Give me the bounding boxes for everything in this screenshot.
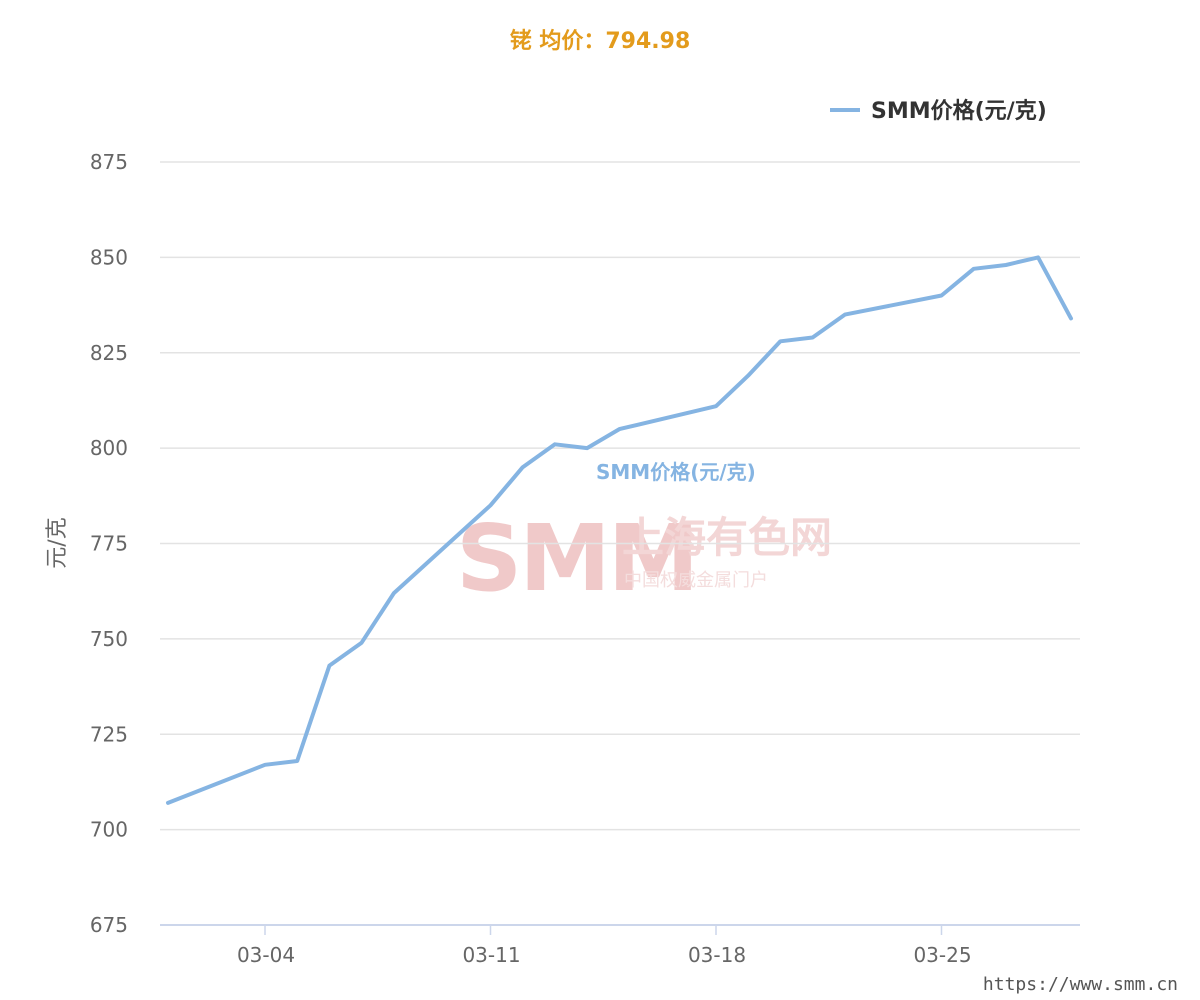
x-tick-label: 03-04 xyxy=(237,943,295,967)
y-tick-label: 800 xyxy=(90,436,128,460)
plot-layer xyxy=(166,255,1073,805)
smm-watermark: SMM 上海有色网 中国权威金属门户 xyxy=(456,505,832,612)
x-tick-label: 03-11 xyxy=(462,943,520,967)
watermark-cn-name: 上海有色网 xyxy=(622,513,832,562)
y-tick-label: 725 xyxy=(90,722,128,746)
grid-lines xyxy=(160,161,1080,926)
watermark-brand-text: SMM xyxy=(456,505,696,612)
x-tick-label: 03-18 xyxy=(688,943,746,967)
y-tick-label: 750 xyxy=(90,627,128,651)
y-tick-label: 825 xyxy=(90,341,128,365)
series-line[interactable] xyxy=(166,255,1073,805)
legend[interactable]: SMM价格(元/克) xyxy=(830,98,1047,124)
y-tick-label: 675 xyxy=(90,913,128,937)
y-axis: 875 850 825 800 775 750 725 700 675 xyxy=(90,150,128,937)
x-tick-label: 03-25 xyxy=(913,943,971,967)
chart-title: 铑 均价：794.98 xyxy=(510,28,691,54)
x-axis: 03-04 03-11 03-18 03-25 xyxy=(237,925,972,967)
y-axis-title: 元/克 xyxy=(45,517,70,568)
y-tick-label: 775 xyxy=(90,532,128,556)
y-tick-label: 700 xyxy=(90,818,128,842)
series-inline-label: SMM价格(元/克) xyxy=(596,460,756,484)
footer-url[interactable]: https://www.smm.cn xyxy=(983,974,1178,995)
y-tick-label: 875 xyxy=(90,150,128,174)
watermark-tagline: 中国权威金属门户 xyxy=(624,570,768,591)
y-tick-label: 850 xyxy=(90,245,128,269)
legend-label[interactable]: SMM价格(元/克) xyxy=(871,98,1047,124)
